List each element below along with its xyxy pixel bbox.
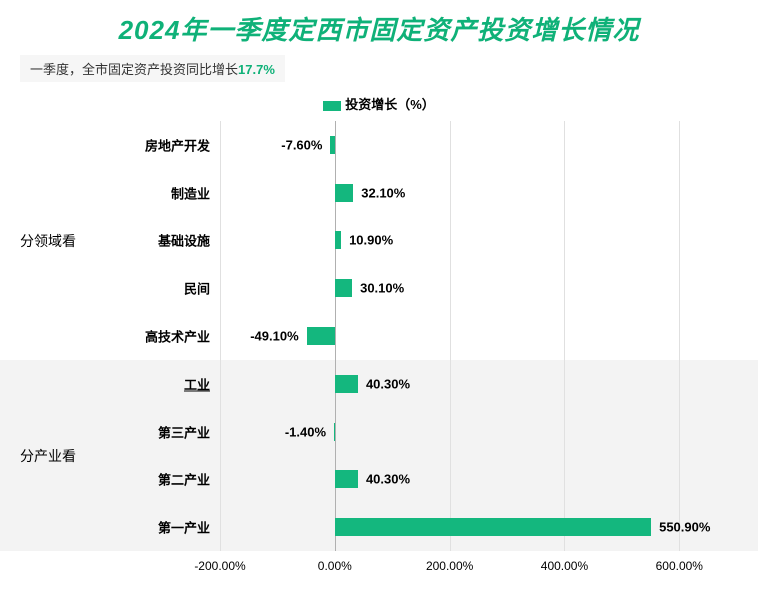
bar-value-label: -7.60%: [281, 137, 322, 152]
bar: [330, 136, 334, 154]
x-tick-label: 600.00%: [656, 559, 703, 573]
bar: [335, 518, 651, 536]
gridline: [564, 121, 565, 551]
category-label: 第三产业: [90, 422, 210, 441]
bar: [307, 327, 335, 345]
plot-area: -7.60% 32.10% 10.90% 30.10% -49.10% 40.30% -1.…: [220, 121, 708, 551]
subtitle-accent: 17.7%: [238, 62, 275, 77]
category-label: 民间: [90, 279, 210, 298]
x-tick-label: 200.00%: [426, 559, 473, 573]
category-label: 制造业: [90, 183, 210, 202]
bar-value-label: 550.90%: [659, 520, 710, 535]
bar-value-label: 40.30%: [366, 472, 410, 487]
bar-value-label: -1.40%: [285, 424, 326, 439]
category-label: 工业: [90, 374, 210, 393]
bar: [335, 279, 352, 297]
gridline: [220, 121, 221, 551]
bar: [335, 470, 358, 488]
x-tick-label: -200.00%: [194, 559, 245, 573]
bar-value-label: -49.10%: [250, 329, 298, 344]
bar-value-label: 32.10%: [361, 185, 405, 200]
subtitle-bar: 一季度，全市固定资产投资同比增长17.7%: [20, 55, 285, 82]
subtitle-prefix: 一季度，全市固定资产投资同比增长: [30, 62, 238, 77]
category-label: 高技术产业: [90, 327, 210, 346]
x-tick-label: 0.00%: [318, 559, 352, 573]
x-tick-label: 400.00%: [541, 559, 588, 573]
category-label: 第二产业: [90, 470, 210, 489]
bar: [334, 423, 335, 441]
bar: [335, 184, 353, 202]
legend: 投资增长（%）: [0, 94, 758, 113]
category-label: 第一产业: [90, 518, 210, 537]
bar: [335, 375, 358, 393]
chart-title: 2024年一季度定西市固定资产投资增长情况: [0, 0, 758, 47]
group-label: 分产业看: [20, 446, 90, 466]
group-label: 分领域看: [20, 231, 90, 251]
category-label: 房地产开发: [90, 135, 210, 154]
chart-area: -7.60% 32.10% 10.90% 30.10% -49.10% 40.30% -1.…: [20, 121, 738, 591]
bar-value-label: 10.90%: [349, 233, 393, 248]
legend-label: 投资增长（%）: [345, 97, 435, 112]
bar-value-label: 30.10%: [360, 281, 404, 296]
gridline: [450, 121, 451, 551]
category-label: 基础设施: [90, 231, 210, 250]
gridline: [679, 121, 680, 551]
bar: [335, 231, 341, 249]
bar-value-label: 40.30%: [366, 376, 410, 391]
legend-swatch: [323, 101, 341, 111]
